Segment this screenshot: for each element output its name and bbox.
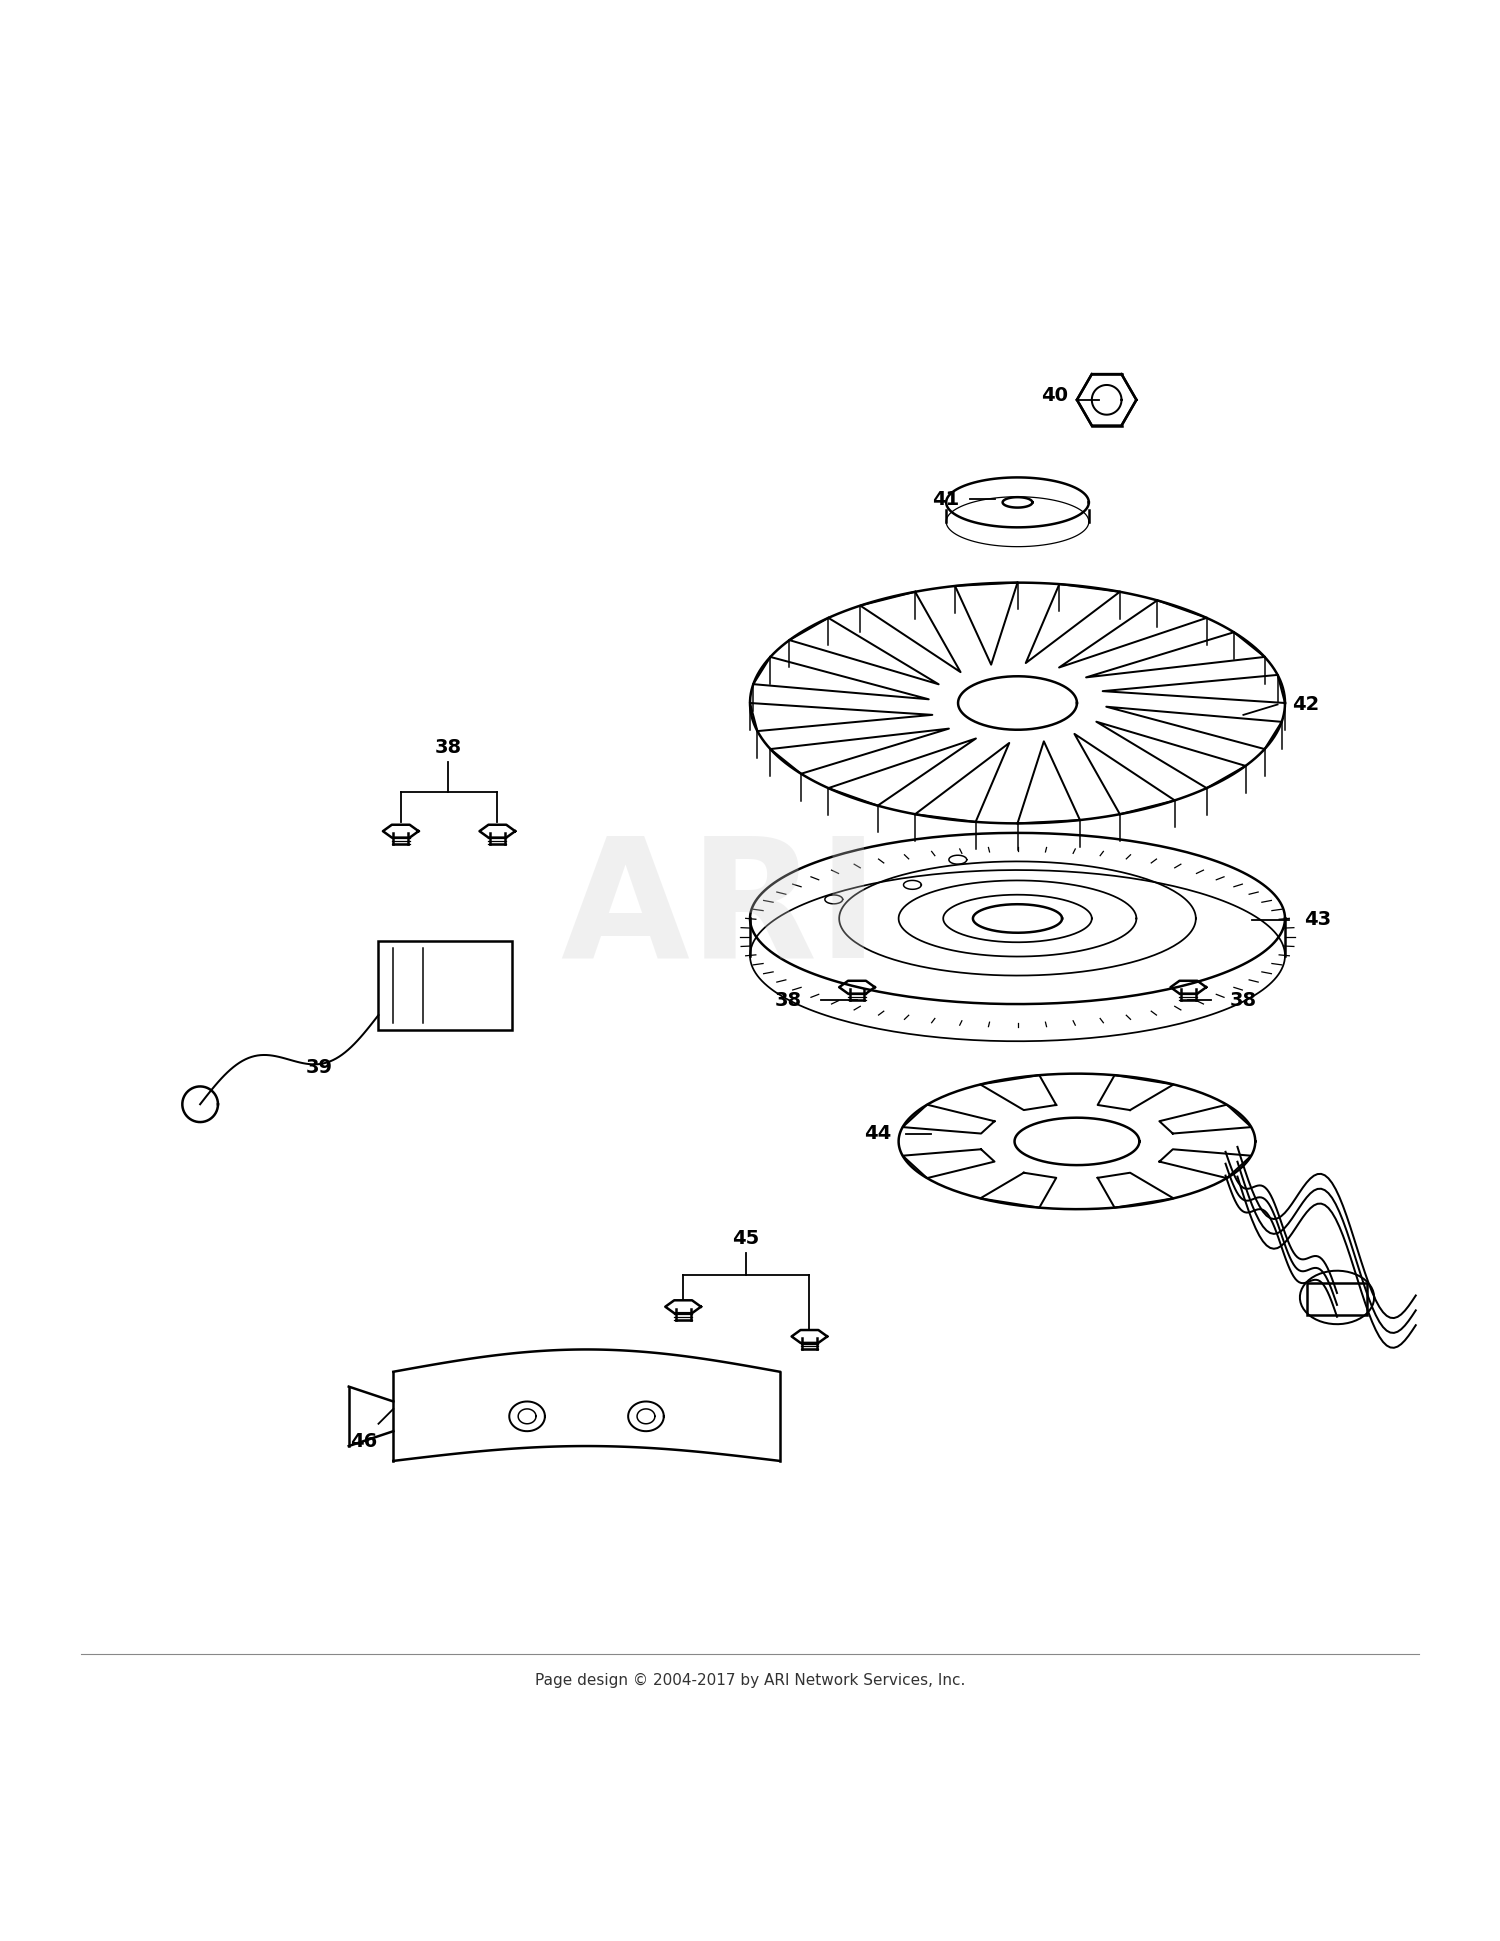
Text: 45: 45 — [732, 1229, 759, 1248]
Text: 38: 38 — [776, 990, 802, 1009]
Text: 42: 42 — [1292, 695, 1320, 714]
Text: 44: 44 — [864, 1124, 891, 1143]
Text: Page design © 2004-2017 by ARI Network Services, Inc.: Page design © 2004-2017 by ARI Network S… — [536, 1673, 964, 1689]
Text: 46: 46 — [350, 1432, 376, 1452]
Text: 38: 38 — [435, 738, 462, 757]
Text: ARI: ARI — [561, 829, 880, 992]
Text: 38: 38 — [1230, 990, 1257, 1009]
Text: 40: 40 — [1041, 386, 1068, 406]
Text: 43: 43 — [1304, 910, 1332, 930]
Text: 41: 41 — [933, 489, 960, 509]
Text: 39: 39 — [306, 1058, 333, 1077]
